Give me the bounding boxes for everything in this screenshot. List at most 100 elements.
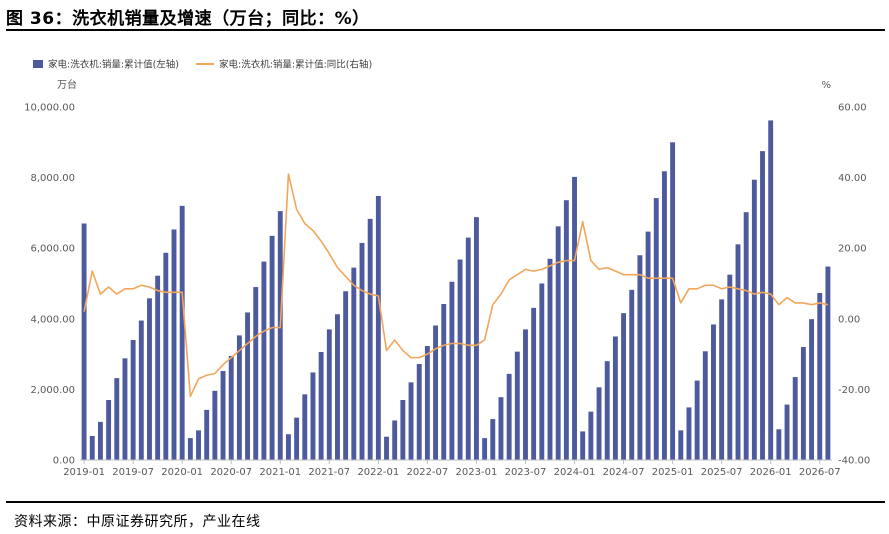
legend: 家电:洗衣机:销量:累计值(左轴) 家电:洗衣机:销量:累计值:同比(右轴) bbox=[33, 59, 372, 71]
bar bbox=[604, 361, 610, 460]
x-tick-label: 2021-01 bbox=[259, 467, 301, 478]
left-tick-label: 4,000.00 bbox=[30, 314, 75, 325]
bar bbox=[261, 261, 267, 460]
right-tick-label: 40.00 bbox=[838, 173, 867, 184]
bar bbox=[588, 411, 594, 460]
bar bbox=[114, 378, 120, 460]
legend-line-label: 家电:洗衣机:销量:累计值:同比(右轴) bbox=[219, 59, 372, 71]
bar bbox=[670, 142, 676, 461]
bar bbox=[457, 259, 463, 460]
legend-bar-label: 家电:洗衣机:销量:累计值(左轴) bbox=[48, 59, 179, 71]
bar bbox=[310, 372, 316, 460]
bar bbox=[228, 355, 234, 460]
x-tick-label: 2026-01 bbox=[750, 467, 792, 478]
bar bbox=[596, 387, 602, 460]
x-tick-label: 2019-01 bbox=[63, 467, 105, 478]
bar bbox=[236, 335, 242, 460]
bar bbox=[637, 255, 643, 460]
bar bbox=[711, 324, 716, 460]
bar bbox=[776, 429, 782, 460]
bar bbox=[359, 242, 365, 460]
left-tick-label: 6,000.00 bbox=[30, 244, 75, 255]
bar bbox=[179, 205, 185, 460]
bar bbox=[122, 358, 128, 460]
bar bbox=[269, 235, 275, 460]
bar bbox=[285, 434, 291, 460]
bar-series bbox=[81, 120, 831, 461]
x-tick-label: 2026-07 bbox=[799, 467, 841, 478]
bar bbox=[302, 394, 308, 460]
bar bbox=[212, 390, 218, 460]
bar bbox=[473, 217, 479, 460]
bar bbox=[351, 267, 357, 460]
x-tick-label: 2022-07 bbox=[406, 467, 448, 478]
left-tick-label: 8,000.00 bbox=[30, 173, 75, 184]
left-tick-label: 0.00 bbox=[53, 456, 75, 467]
bar bbox=[138, 320, 144, 460]
bar bbox=[686, 407, 692, 460]
bar bbox=[204, 409, 210, 460]
left-axis: 0.00 2,000.00 4,000.00 6,000.00 8,000.00 10,0… bbox=[24, 103, 75, 467]
bar bbox=[809, 319, 815, 460]
bar bbox=[694, 380, 700, 460]
bar bbox=[547, 258, 553, 460]
right-tick-label: 0.00 bbox=[838, 314, 860, 325]
bar bbox=[498, 397, 504, 460]
bar bbox=[294, 417, 300, 460]
bar bbox=[335, 314, 340, 460]
bar bbox=[97, 421, 103, 460]
bar bbox=[326, 329, 332, 460]
bar bbox=[702, 351, 708, 460]
bar bbox=[424, 345, 430, 460]
x-axis: 2019-01 2019-07 2020-01 2020-07 2021-01 2021-… bbox=[63, 460, 841, 478]
bar bbox=[375, 195, 381, 460]
title-divider bbox=[6, 29, 885, 31]
bar bbox=[367, 218, 373, 460]
x-tick-label: 2021-07 bbox=[308, 467, 350, 478]
bar bbox=[825, 266, 831, 460]
bar bbox=[751, 179, 757, 460]
left-tick-label: 2,000.00 bbox=[30, 385, 75, 396]
x-tick-label: 2023-01 bbox=[456, 467, 498, 478]
right-axis: -40.00 -20.00 0.00 20.00 40.00 60.00 bbox=[838, 103, 870, 467]
left-axis-unit: 万台 bbox=[57, 78, 77, 91]
right-tick-label: -20.00 bbox=[838, 385, 870, 396]
bar bbox=[743, 212, 749, 460]
x-tick-label: 2025-07 bbox=[701, 467, 743, 478]
bar bbox=[661, 171, 667, 460]
left-tick-label: 10,000.00 bbox=[24, 103, 75, 114]
bar bbox=[531, 307, 537, 460]
bar bbox=[220, 371, 226, 460]
right-tick-label: 60.00 bbox=[838, 103, 867, 114]
bar bbox=[490, 419, 496, 460]
bar bbox=[106, 399, 112, 460]
bar bbox=[678, 430, 684, 460]
bar bbox=[760, 151, 765, 461]
bar bbox=[653, 198, 659, 460]
source-divider bbox=[6, 501, 885, 503]
bar bbox=[514, 351, 520, 460]
x-tick-label: 2019-07 bbox=[112, 467, 154, 478]
x-tick-label: 2022-01 bbox=[357, 467, 399, 478]
source-note: 资料来源：中原证券研究所，产业在线 bbox=[14, 514, 261, 530]
bar bbox=[400, 399, 406, 460]
bar bbox=[735, 244, 741, 460]
bar bbox=[719, 299, 725, 460]
bar bbox=[81, 223, 87, 460]
bar bbox=[465, 237, 471, 460]
bar bbox=[392, 420, 398, 460]
bar bbox=[89, 436, 95, 460]
bar bbox=[629, 289, 635, 460]
bar bbox=[817, 293, 823, 460]
bar bbox=[187, 438, 193, 460]
bar bbox=[572, 176, 577, 460]
figure-title: 图 36：洗衣机销量及增速（万台；同比：%） bbox=[6, 9, 370, 29]
yoy-line bbox=[83, 173, 829, 398]
right-tick-label: -40.00 bbox=[838, 456, 870, 467]
bar bbox=[147, 298, 152, 460]
x-tick-label: 2020-07 bbox=[210, 467, 252, 478]
bar bbox=[539, 283, 545, 460]
bar bbox=[277, 211, 283, 460]
bar bbox=[253, 287, 259, 460]
bar bbox=[580, 431, 586, 460]
